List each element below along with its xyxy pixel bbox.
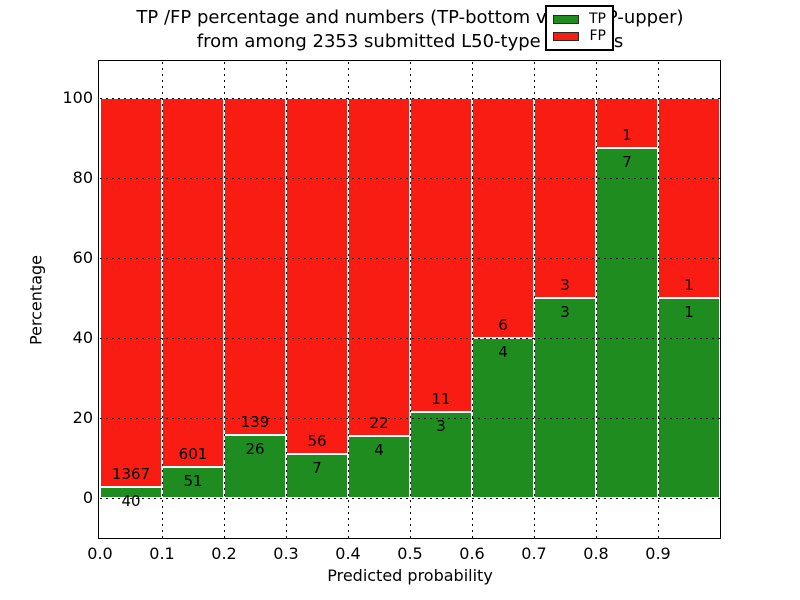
chart-title-line2: from among 2353 submitted L50-type conta… <box>196 31 624 52</box>
tp-swatch-icon <box>553 14 579 24</box>
fp-bar-segment <box>658 98 720 298</box>
plot-area: 1367 40 601 51 139 26 56 7 22 4 11 3 6 4 3 3 1 7 1 1 <box>100 62 720 538</box>
legend: TP FP <box>545 5 614 51</box>
fp-bar-segment <box>100 98 162 487</box>
y-tick-label: 20 <box>72 408 93 427</box>
fp-count-label: 1 <box>622 126 632 144</box>
x-tick-label: 0.8 <box>583 544 609 563</box>
fp-count-label: 1367 <box>111 464 151 483</box>
fp-bar-segment <box>224 98 286 435</box>
x-axis-label: Predicted probability <box>327 566 493 585</box>
tp-count-label: 51 <box>183 471 203 490</box>
fp-bar-segment <box>286 98 348 454</box>
x-tick-label: 0.5 <box>397 544 423 563</box>
fp-bar-segment <box>534 98 596 298</box>
fp-bar-segment <box>410 98 472 413</box>
legend-label-tp: TP <box>589 10 606 27</box>
vertical-gridline <box>285 62 287 538</box>
x-tick-label: 0.0 <box>87 544 113 563</box>
tp-count-label: 1 <box>684 303 694 321</box>
tp-bar-segment <box>410 412 472 498</box>
vertical-gridline <box>657 62 659 538</box>
x-tick-label: 0.6 <box>459 544 485 563</box>
horizontal-gridline <box>100 97 720 99</box>
x-tick-label: 0.9 <box>645 544 671 563</box>
horizontal-gridline <box>100 497 720 499</box>
x-tick-label: 0.3 <box>273 544 299 563</box>
tp-count-label: 4 <box>498 343 508 361</box>
tp-count-label: 40 <box>121 491 141 510</box>
tp-count-label: 26 <box>245 439 265 458</box>
x-tick-label: 0.4 <box>335 544 361 563</box>
tp-count-label: 7 <box>622 153 632 171</box>
tp-bar-segment <box>224 434 286 498</box>
y-tick-label: 100 <box>62 88 93 107</box>
legend-item-tp: TP <box>553 10 606 27</box>
horizontal-gridline <box>100 177 720 179</box>
fp-swatch-icon <box>553 32 579 42</box>
fp-bar-segment <box>348 98 410 437</box>
tp-bar-segment <box>596 148 658 498</box>
tp-bar-segment <box>658 298 720 498</box>
vertical-gridline <box>533 62 535 538</box>
vertical-gridline <box>223 62 225 538</box>
fp-count-label: 601 <box>178 444 208 463</box>
vertical-gridline <box>347 62 349 538</box>
tp-count-label: 7 <box>312 458 322 477</box>
legend-label-fp: FP <box>589 28 607 45</box>
y-tick-label: 0 <box>82 488 93 507</box>
tp-count-label: 3 <box>436 417 446 436</box>
y-tick-label: 60 <box>72 248 93 267</box>
x-tick-label: 0.2 <box>211 544 237 563</box>
vertical-gridline <box>471 62 473 538</box>
legend-item-fp: FP <box>553 29 606 44</box>
fp-count-label: 3 <box>560 276 570 294</box>
fp-bar-segment <box>472 98 534 338</box>
x-tick-label: 0.1 <box>149 544 175 563</box>
y-tick-label: 80 <box>72 168 93 187</box>
vertical-gridline <box>595 62 597 538</box>
y-tick-label: 40 <box>72 328 93 347</box>
fp-count-label: 22 <box>369 414 389 433</box>
horizontal-gridline <box>100 337 720 339</box>
chart-title: TP /FP percentage and numbers (TP-bottom… <box>100 6 720 54</box>
vertical-gridline <box>161 62 163 538</box>
tp-bar-segment <box>534 298 596 498</box>
fp-count-label: 139 <box>240 412 270 431</box>
tp-count-label: 4 <box>374 441 384 460</box>
tp-count-label: 3 <box>560 303 570 321</box>
horizontal-gridline <box>100 417 720 419</box>
x-tick-label: 0.7 <box>521 544 547 563</box>
vertical-gridline <box>409 62 411 538</box>
fp-bar-segment <box>596 98 658 148</box>
horizontal-gridline <box>100 257 720 259</box>
chart-title-line1: TP /FP percentage and numbers (TP-bottom… <box>136 7 684 28</box>
fp-count-label: 6 <box>498 316 508 334</box>
fp-bar-segment <box>162 98 224 467</box>
fp-count-label: 56 <box>307 431 327 450</box>
fp-count-label: 1 <box>684 276 694 294</box>
fp-count-label: 11 <box>431 390 451 409</box>
